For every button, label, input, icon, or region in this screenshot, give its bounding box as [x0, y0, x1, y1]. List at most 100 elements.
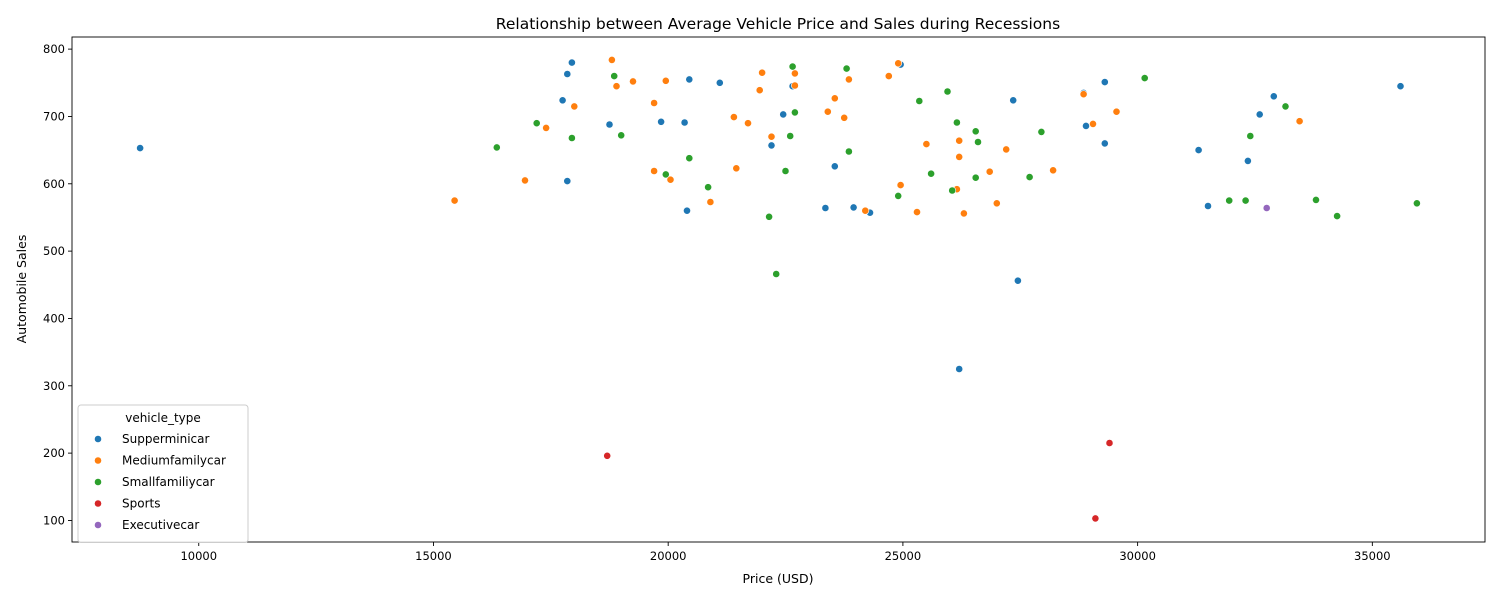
point-mediumfamilycar-5 — [612, 82, 621, 91]
point-mediumfamilycar-11 — [706, 198, 715, 206]
point-mediumfamilycar-18 — [791, 69, 799, 78]
y-axis: 100 200 300 400 500 600 700 800 — [43, 42, 72, 527]
point-smallfamiliycar-16 — [894, 191, 903, 200]
point-supperminicar-20 — [1009, 96, 1018, 105]
point-mediumfamilycar-8 — [650, 167, 658, 175]
y-tick-label: 400 — [43, 311, 65, 325]
y-tick-label: 100 — [43, 513, 65, 527]
point-supperminicar-4 — [563, 177, 572, 185]
y-tick-label: 700 — [43, 109, 65, 123]
point-smallfamiliycar-28 — [1225, 196, 1234, 205]
point-supperminicar-25 — [1100, 78, 1109, 86]
legend-label-mediumfamilycar: Mediumfamilycar — [122, 454, 226, 468]
point-mediumfamilycar-34 — [985, 167, 994, 176]
legend-label-sports: Sports — [122, 497, 160, 511]
point-smallfamiliycar-31 — [1281, 102, 1290, 111]
x-tick-label: 25000 — [885, 549, 922, 563]
point-mediumfamilycar-3 — [570, 102, 579, 111]
x-tick-label: 35000 — [1354, 549, 1391, 563]
point-mediumfamilycar-20 — [823, 107, 832, 116]
point-smallfamiliycar-8 — [765, 212, 773, 221]
point-smallfamiliycar-12 — [788, 62, 797, 71]
point-mediumfamilycar-26 — [894, 59, 903, 68]
point-mediumfamilycar-17 — [767, 132, 776, 141]
point-mediumfamilycar-29 — [922, 140, 931, 148]
point-smallfamiliycar-32 — [1312, 195, 1320, 204]
legend-title: vehicle_type — [125, 411, 201, 425]
legend-marker-supperminicar — [94, 435, 102, 443]
point-supperminicar-19 — [955, 365, 964, 373]
point-supperminicar-31 — [1396, 82, 1405, 91]
point-mediumfamilycar-12 — [730, 113, 738, 121]
point-supperminicar-16 — [849, 203, 858, 212]
legend-label-executivecar: Executivecar — [122, 518, 199, 532]
x-tick-label: 10000 — [180, 549, 217, 563]
point-supperminicar-6 — [657, 117, 665, 126]
legend-frame — [77, 404, 249, 543]
y-tick-label: 500 — [43, 244, 65, 258]
point-smallfamiliycar-2 — [568, 134, 576, 142]
point-smallfamiliycar-29 — [1241, 196, 1250, 205]
y-tick-label: 200 — [43, 446, 65, 460]
point-smallfamiliycar-30 — [1246, 132, 1255, 140]
chart-title: Relationship between Average Vehicle Pri… — [496, 15, 1060, 33]
point-smallfamiliycar-26 — [1037, 127, 1046, 136]
x-axis-label: Price (USD) — [743, 571, 814, 586]
scatter-points — [136, 56, 1421, 523]
point-supperminicar-10 — [683, 206, 691, 215]
point-smallfamiliycar-20 — [948, 186, 957, 195]
point-mediumfamilycar-22 — [840, 113, 849, 122]
legend-marker-sports — [94, 499, 102, 508]
point-smallfamiliycar-10 — [781, 167, 790, 175]
x-tick-label: 20000 — [650, 549, 687, 563]
y-tick-label: 600 — [43, 177, 65, 191]
point-smallfamiliycar-21 — [953, 118, 961, 127]
point-smallfamiliycar-13 — [791, 108, 799, 117]
point-mediumfamilycar-6 — [629, 77, 637, 86]
point-supperminicar-14 — [830, 162, 839, 171]
point-supperminicar-26 — [1194, 146, 1203, 154]
point-supperminicar-0 — [136, 144, 144, 152]
point-smallfamiliycar-3 — [610, 72, 619, 80]
plot-area — [71, 36, 1486, 543]
point-smallfamiliycar-18 — [927, 169, 935, 178]
point-mediumfamilycar-0 — [450, 196, 459, 205]
point-smallfamiliycar-9 — [772, 270, 781, 278]
series-mediumfamilycar — [450, 56, 1304, 218]
point-mediumfamilycar-41 — [1295, 117, 1304, 126]
point-mediumfamilycar-2 — [542, 124, 550, 132]
point-supperminicar-11 — [767, 141, 776, 150]
point-smallfamiliycar-11 — [786, 132, 795, 140]
point-sports-2 — [1105, 439, 1114, 447]
point-supperminicar-9 — [715, 78, 724, 87]
point-smallfamiliycar-24 — [974, 138, 982, 146]
point-mediumfamilycar-37 — [1079, 90, 1088, 99]
point-smallfamiliycar-33 — [1333, 212, 1341, 220]
point-supperminicar-27 — [1204, 202, 1212, 210]
point-smallfamiliycar-25 — [1025, 173, 1034, 181]
point-mediumfamilycar-9 — [661, 76, 670, 85]
point-supperminicar-3 — [568, 58, 576, 67]
point-mediumfamilycar-25 — [884, 72, 893, 80]
x-tick-label: 15000 — [415, 549, 452, 563]
legend-label-supperminicar: Supperminicar — [122, 432, 209, 446]
x-axis: 10000 15000 20000 25000 30000 35000 — [180, 542, 1391, 563]
legend-marker-executivecar — [94, 521, 102, 529]
point-smallfamiliycar-6 — [685, 154, 694, 163]
point-supperminicar-23 — [1082, 122, 1090, 130]
legend: vehicle_type Supperminicar Mediumfamilycar… — [77, 404, 249, 543]
point-mediumfamilycar-13 — [732, 164, 741, 173]
point-smallfamiliycar-7 — [704, 183, 712, 192]
point-mediumfamilycar-14 — [744, 119, 752, 128]
point-sports-0 — [603, 451, 612, 460]
y-tick-label: 800 — [43, 42, 65, 56]
point-mediumfamilycar-35 — [992, 199, 1001, 208]
series-smallfamiliycar — [492, 62, 1421, 278]
point-mediumfamilycar-38 — [1089, 120, 1097, 128]
y-axis-label: Automobile Sales — [14, 235, 29, 344]
point-smallfamiliycar-14 — [842, 64, 851, 73]
point-executivecar-0 — [1262, 204, 1271, 212]
point-supperminicar-12 — [779, 110, 788, 119]
point-mediumfamilycar-39 — [1112, 107, 1121, 116]
